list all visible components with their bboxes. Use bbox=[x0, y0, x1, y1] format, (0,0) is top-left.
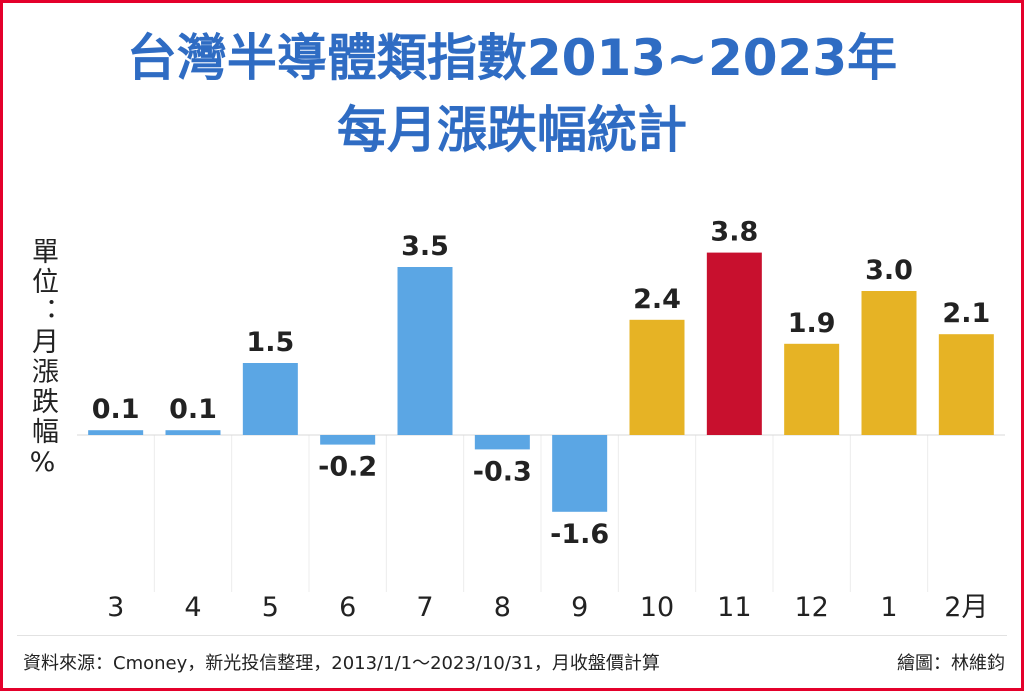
category-label-0: 3 bbox=[107, 592, 124, 623]
value-label-9: 1.9 bbox=[788, 308, 836, 339]
bar-7 bbox=[629, 319, 685, 435]
category-label-9: 12 bbox=[794, 592, 828, 623]
value-label-1: 0.1 bbox=[169, 394, 217, 425]
bar-chart: 0.1 3 0.1 4 1.5 5 -0.2 6 3.5 7 -0.3 8 -1.6 9 2.4 10 3.8 1… bbox=[77, 217, 1005, 623]
value-label-11: 2.1 bbox=[942, 298, 990, 329]
chart-title-line-1: 台灣半導體類指數2013~2023年 bbox=[126, 29, 898, 87]
value-label-8: 3.8 bbox=[710, 217, 758, 248]
source-note: 資料來源：Cmoney，新光投信整理，2013/1/1～2023/10/31，月… bbox=[23, 653, 660, 674]
bar-0 bbox=[88, 430, 144, 435]
bar-9 bbox=[784, 343, 840, 435]
value-label-0: 0.1 bbox=[92, 394, 140, 425]
bar-3 bbox=[320, 435, 376, 445]
category-label-4: 7 bbox=[416, 592, 433, 623]
bar-10 bbox=[861, 291, 917, 435]
bar-6 bbox=[552, 435, 608, 512]
bar-2 bbox=[242, 363, 298, 435]
bar-11 bbox=[938, 334, 994, 435]
category-label-11: 2月 bbox=[944, 592, 988, 623]
category-label-8: 11 bbox=[717, 592, 751, 623]
bar-5 bbox=[474, 435, 530, 450]
chart-title-line-2: 每月漲跌幅統計 bbox=[337, 101, 687, 159]
category-label-2: 5 bbox=[262, 592, 279, 623]
bar-4 bbox=[397, 267, 453, 435]
category-label-1: 4 bbox=[184, 592, 201, 623]
value-label-7: 2.4 bbox=[633, 284, 681, 315]
value-label-5: -0.3 bbox=[473, 456, 532, 487]
category-label-5: 8 bbox=[494, 592, 511, 623]
chart-title: 台灣半導體類指數2013~2023年 每月漲跌幅統計 bbox=[3, 22, 1021, 166]
bar-1 bbox=[165, 430, 221, 435]
value-label-2: 1.5 bbox=[246, 327, 294, 358]
value-label-10: 3.0 bbox=[865, 255, 913, 286]
bar-8 bbox=[706, 252, 762, 435]
y-axis-label: 單位：月漲跌幅% bbox=[27, 237, 58, 481]
category-label-6: 9 bbox=[571, 592, 588, 623]
footer-divider bbox=[17, 635, 1007, 636]
footer: 資料來源：Cmoney，新光投信整理，2013/1/1～2023/10/31，月… bbox=[23, 649, 1005, 675]
value-label-4: 3.5 bbox=[401, 231, 449, 262]
category-label-10: 1 bbox=[880, 592, 897, 623]
category-label-3: 6 bbox=[339, 592, 356, 623]
value-label-3: -0.2 bbox=[318, 452, 377, 483]
value-label-6: -1.6 bbox=[550, 519, 609, 550]
credit-note: 繪圖：林維鈞 bbox=[897, 653, 1005, 674]
category-label-7: 10 bbox=[640, 592, 674, 623]
